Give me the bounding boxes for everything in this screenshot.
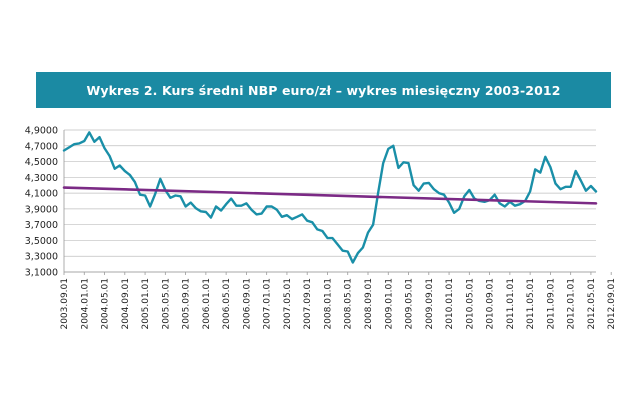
x-tick-label: 2003.09.01 — [60, 278, 70, 330]
series-layer — [62, 131, 598, 264]
x-tick-label: 2012.09.01 — [607, 278, 617, 330]
x-tick-label: 2006.05.01 — [222, 278, 232, 330]
y-tick-label: 3,3000 — [25, 252, 58, 263]
trend-line — [62, 186, 598, 205]
x-tick-label: 2005.05.01 — [161, 278, 171, 330]
x-tick-label: 2006.09.01 — [242, 278, 252, 330]
chart-title-bar: Wykres 2. Kurs średni NBP euro/zł – wykr… — [36, 72, 611, 108]
y-tick-label: 3,7000 — [25, 220, 58, 231]
x-tick-label: 2008.01.01 — [323, 278, 333, 330]
chart-title: Wykres 2. Kurs średni NBP euro/zł – wykr… — [86, 82, 561, 98]
x-tick-label: 2005.01.01 — [141, 278, 151, 330]
x-tick-label: 2006.01.01 — [202, 278, 212, 330]
x-tick-label: 2010.01.01 — [445, 278, 455, 330]
x-tick-label: 2004.01.01 — [80, 278, 90, 330]
x-tick-label: 2007.05.01 — [283, 278, 293, 330]
x-tick-label: 2004.09.01 — [121, 278, 131, 330]
x-tick-label: 2008.05.01 — [344, 278, 354, 330]
y-tick-label: 4,3000 — [25, 173, 58, 184]
x-tick-label: 2007.01.01 — [263, 278, 273, 330]
x-tick-label: 2009.09.01 — [425, 278, 435, 330]
x-tick-label: 2005.09.01 — [182, 278, 192, 330]
y-tick-label: 3,5000 — [25, 236, 58, 247]
y-tick-label: 4,9000 — [25, 126, 58, 137]
x-tick-label: 2011.05.01 — [526, 278, 536, 330]
axis-layer — [63, 130, 612, 275]
y-tick-label: 4,7000 — [25, 141, 58, 152]
y-tick-label: 4,1000 — [25, 189, 58, 200]
x-tick-label: 2008.09.01 — [364, 278, 374, 330]
x-tick-label: 2010.05.01 — [465, 278, 475, 330]
x-tick-label: 2007.09.01 — [303, 278, 313, 330]
y-tick-label: 3,9000 — [25, 204, 58, 215]
y-tick-label: 3,1000 — [25, 268, 58, 279]
x-tick-label: 2011.01.01 — [506, 278, 516, 330]
x-tick-label: 2012.01.01 — [567, 278, 577, 330]
tick-label-layer: 4,9000 4,7000 4,5000 4,3000 4,1000 3,9000 3,70… — [25, 126, 617, 330]
x-tick-label: 2011.09.01 — [546, 278, 556, 330]
exchange-rate-line — [62, 131, 598, 264]
x-tick-label: 2009.05.01 — [405, 278, 415, 330]
x-tick-label: 2004.05.01 — [101, 278, 111, 330]
x-tick-label: 2010.09.01 — [486, 278, 496, 330]
x-tick-label: 2009.01.01 — [384, 278, 394, 330]
y-tick-label: 4,5000 — [25, 157, 58, 168]
x-tick-label: 2012.05.01 — [587, 278, 597, 330]
